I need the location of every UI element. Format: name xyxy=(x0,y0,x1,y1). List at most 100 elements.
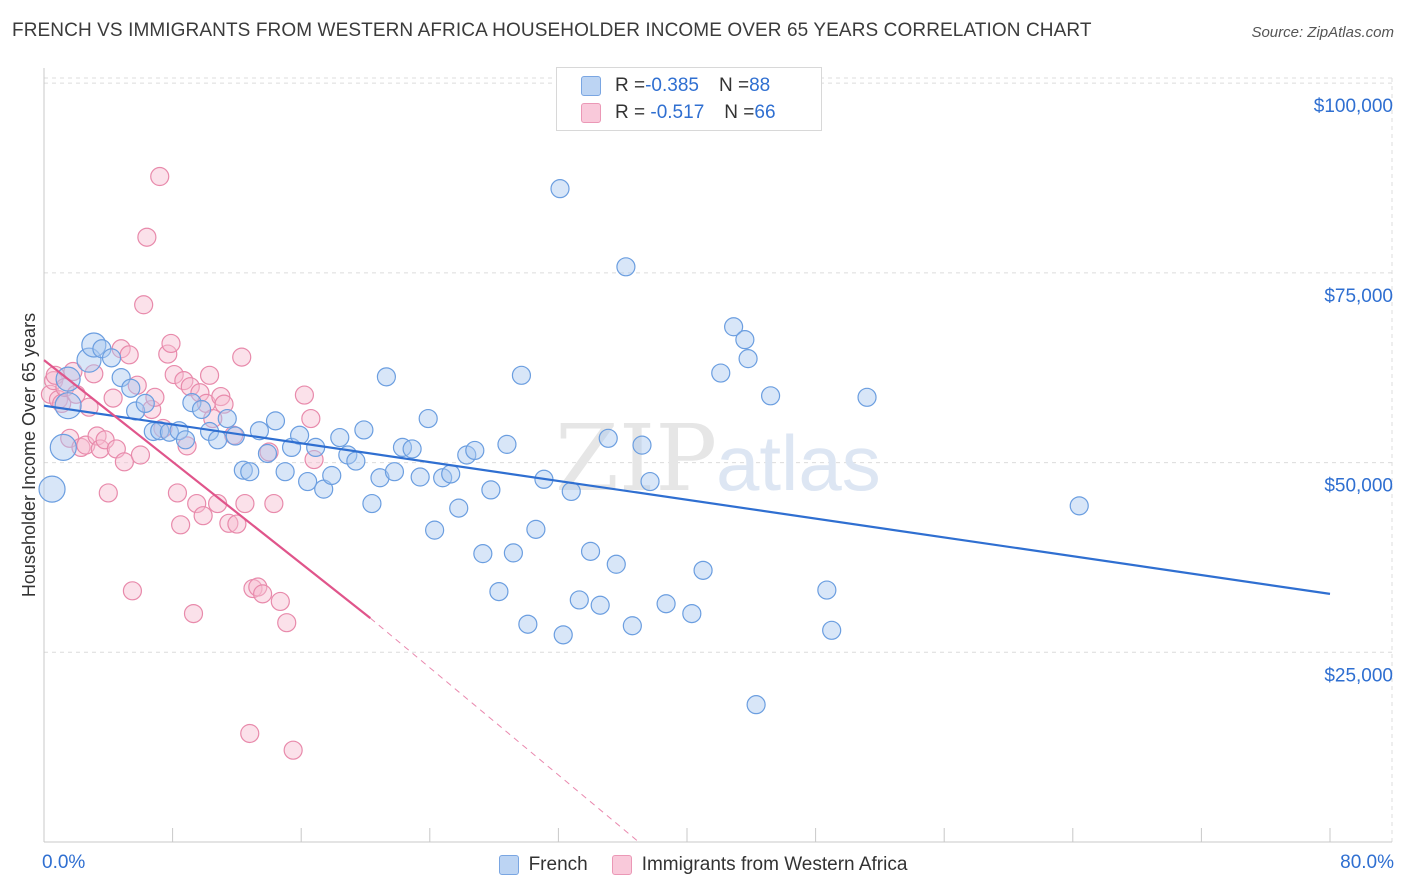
stats-legend: R = -0.385 N = 88 R = -0.517 N = 66 xyxy=(556,67,822,131)
data-point-western-africa xyxy=(190,383,210,403)
x-tick-min: 0.0% xyxy=(42,852,86,873)
data-point-french xyxy=(518,614,538,634)
data-point-western-africa xyxy=(145,387,165,407)
legend-r-label: R = xyxy=(615,75,646,96)
data-point-western-africa xyxy=(264,493,284,514)
data-point-french xyxy=(289,425,310,445)
wafrica-swatch xyxy=(581,103,601,123)
data-point-french xyxy=(225,426,245,446)
data-point-western-africa xyxy=(164,364,184,385)
data-point-western-africa xyxy=(240,723,260,744)
data-point-western-africa xyxy=(232,347,252,367)
data-point-french xyxy=(473,544,493,564)
data-point-french xyxy=(503,543,523,563)
wafrica-legend-swatch xyxy=(611,855,632,875)
data-point-french xyxy=(322,465,342,486)
data-point-french xyxy=(561,481,581,502)
data-point-french xyxy=(370,468,390,488)
data-point-western-africa xyxy=(114,452,134,472)
data-point-western-africa xyxy=(301,408,321,429)
series-legend-french[interactable]: French xyxy=(498,854,588,876)
data-point-western-africa xyxy=(183,603,204,624)
series-legend: French Immigrants from Western Africa xyxy=(0,852,1406,878)
data-point-western-africa xyxy=(187,493,207,514)
wafrica-legend-label: Immigrants from Western Africa xyxy=(641,854,908,875)
trend-line-western-africa-extension xyxy=(370,617,640,843)
data-point-french xyxy=(580,541,601,561)
watermark-atlas: atlas xyxy=(716,419,881,507)
data-point-french xyxy=(425,520,445,540)
data-point-french xyxy=(465,440,485,461)
data-point-french xyxy=(817,580,837,600)
data-point-western-africa xyxy=(294,385,315,405)
y-tick-label: $100,000 xyxy=(1314,96,1393,117)
data-point-western-africa xyxy=(304,449,324,470)
data-point-french xyxy=(449,498,469,518)
data-point-french xyxy=(362,493,382,514)
data-point-french xyxy=(49,433,77,462)
data-point-western-africa xyxy=(214,394,234,414)
watermark-zip: ZIP xyxy=(555,405,717,512)
data-point-western-africa xyxy=(283,740,303,760)
data-point-french xyxy=(632,435,652,455)
data-point-french xyxy=(175,430,196,450)
x-tick-max: 80.0% xyxy=(1340,852,1394,873)
source-label: Source: ZipAtlas.com xyxy=(1251,24,1394,41)
data-point-western-africa xyxy=(150,166,170,187)
legend-n-label: N = xyxy=(724,102,755,123)
data-point-french xyxy=(257,443,278,464)
data-point-french xyxy=(682,603,702,624)
data-point-french xyxy=(497,434,517,454)
data-point-french xyxy=(418,408,438,429)
data-point-western-africa xyxy=(90,439,110,459)
legend-n-label: N = xyxy=(718,75,750,96)
legend-n-value-french: 88 xyxy=(749,75,771,96)
data-point-french xyxy=(489,581,509,602)
data-point-french xyxy=(410,467,430,487)
data-point-french xyxy=(402,439,422,459)
data-point-french xyxy=(746,695,766,715)
legend-row-wafrica: R = -0.517 N = 66 xyxy=(581,101,776,125)
data-point-western-africa xyxy=(193,506,213,526)
data-point-french xyxy=(135,393,155,413)
data-point-french xyxy=(822,620,842,640)
data-point-french xyxy=(240,462,260,482)
data-point-french xyxy=(550,179,570,199)
y-tick-labels: $25,000 $50,000 $75,000 $100,000 xyxy=(1314,96,1393,686)
legend-r-label: R = xyxy=(615,102,646,123)
data-point-western-africa xyxy=(270,591,290,612)
trend-line-western-africa xyxy=(43,359,372,620)
data-point-french xyxy=(265,411,286,431)
data-point-french xyxy=(606,554,626,574)
data-point-western-africa xyxy=(134,295,154,315)
data-point-french xyxy=(298,471,318,492)
data-point-western-africa xyxy=(277,613,297,633)
data-point-western-africa xyxy=(98,483,118,503)
y-axis-label: Householder Income Over 65 years xyxy=(19,313,39,597)
data-point-french xyxy=(233,460,253,480)
data-point-french xyxy=(441,464,461,484)
data-point-french xyxy=(738,349,758,369)
data-point-western-africa xyxy=(137,227,157,247)
data-point-french xyxy=(392,437,413,458)
data-point-western-africa xyxy=(119,345,139,365)
series-legend-wafrica[interactable]: Immigrants from Western Africa xyxy=(611,854,908,876)
data-point-western-africa xyxy=(122,581,143,601)
legend-r-value-french: -0.385 xyxy=(645,75,699,96)
data-point-western-africa xyxy=(167,483,188,503)
trend-line-french xyxy=(43,404,1331,595)
data-point-western-africa xyxy=(199,365,220,385)
data-point-french xyxy=(511,365,532,385)
data-point-western-africa xyxy=(103,388,123,408)
data-point-french xyxy=(857,387,877,407)
trend-lines xyxy=(43,359,1331,843)
french-legend-label: French xyxy=(528,854,588,875)
data-point-french xyxy=(101,348,122,368)
y-tick-label: $50,000 xyxy=(1324,476,1393,497)
data-point-french xyxy=(760,386,781,406)
data-point-french xyxy=(217,408,237,429)
legend-row-french: R = -0.385 N = 88 xyxy=(581,74,770,98)
chart-title: FRENCH VS IMMIGRANTS FROM WESTERN AFRICA… xyxy=(12,20,1092,41)
data-point-french xyxy=(481,480,501,500)
